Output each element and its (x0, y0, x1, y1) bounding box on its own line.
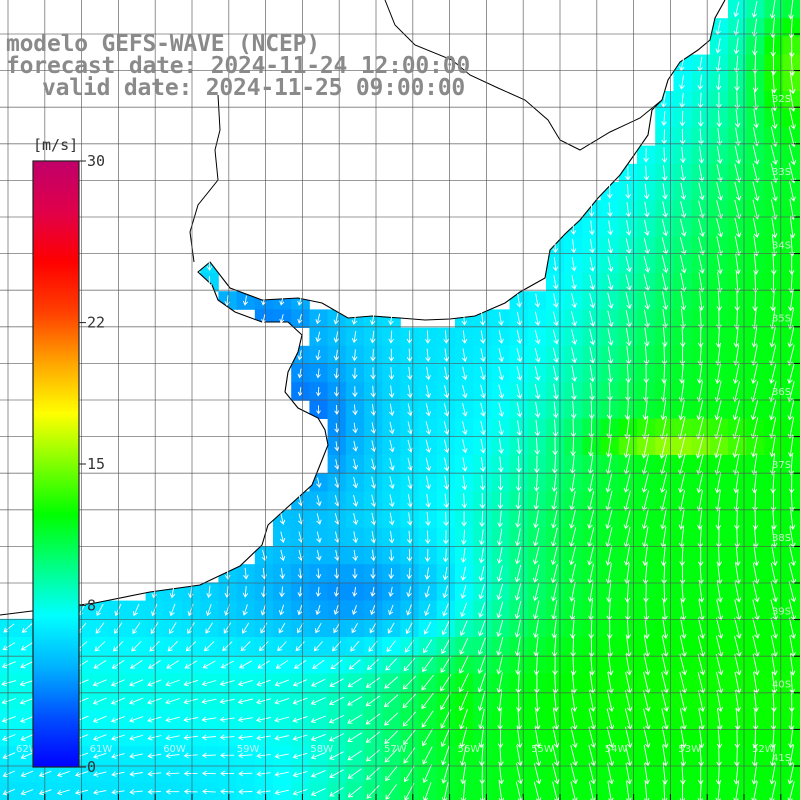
forecast-date: forecast date: 2024-11-24 12:00:00 (6, 53, 471, 79)
colorbar-tick-label: 0 (87, 758, 96, 776)
latitude-label: 34S (772, 240, 791, 251)
longitude-label: 53W (678, 744, 701, 755)
colorbar-tick-label: 8 (87, 596, 96, 614)
longitude-label: 52W (752, 744, 775, 755)
latitude-label: 32S (772, 94, 791, 105)
latitude-label: 35S (772, 314, 791, 325)
model-title: modelo GEFS-WAVE (NCEP) (6, 31, 320, 57)
valid-date: valid date: 2024-11-25 09:00:00 (42, 75, 466, 101)
colorbar: [m/s] 30 22 15 8 0 (32, 136, 105, 776)
longitude-label: 60W (163, 744, 186, 755)
latitude-label: 41S (772, 753, 791, 764)
latitude-label: 39S (772, 606, 791, 617)
latitude-label: 40S (772, 680, 791, 691)
latitude-label: 33S (772, 167, 791, 178)
colorbar-tick-label: 15 (87, 455, 105, 473)
longitude-label: 61W (90, 744, 113, 755)
colorbar-unit-label: [m/s] (33, 136, 78, 154)
longitude-label: 58W (310, 744, 333, 755)
longitude-label: 54W (605, 744, 628, 755)
colorbar-tick-label: 30 (87, 152, 105, 170)
longitude-label: 59W (237, 744, 260, 755)
latitude-label: 38S (772, 533, 791, 544)
latitude-label: 37S (772, 460, 791, 471)
longitude-label: 57W (384, 744, 407, 755)
longitude-label: 62W (16, 744, 39, 755)
longitude-label: 55W (531, 744, 554, 755)
colorbar-gradient (32, 160, 80, 768)
latitude-label: 36S (772, 387, 791, 398)
graticule-labels: 32S 33S 34S 35S 36S 37S 38S 39S 40S 41S 62W 61W 60W 5… (16, 94, 791, 764)
land-mask (0, 0, 725, 615)
colorbar-tick-label: 22 (87, 314, 105, 332)
longitude-label: 56W (458, 744, 481, 755)
colorbar-ticks: 30 22 15 8 0 (79, 152, 105, 776)
